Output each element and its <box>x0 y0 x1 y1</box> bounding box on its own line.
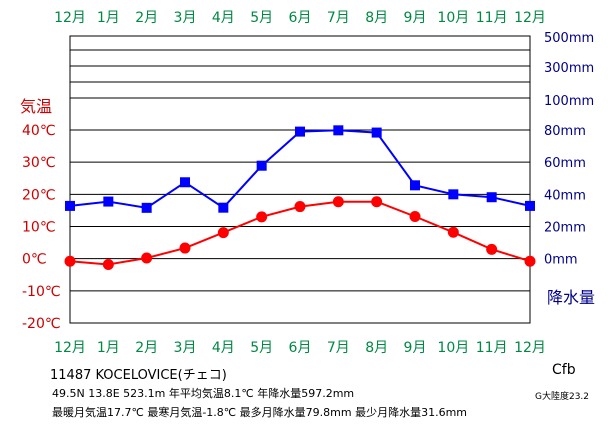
temperature-tick-label: 30℃ <box>22 155 56 171</box>
grid-lines <box>69 35 531 324</box>
bottom-month-label: 6月 <box>289 340 312 356</box>
temperature-point <box>447 226 459 238</box>
precipitation-axis-labels: 80mm 60mm 40mm 20mm 0mm 500mm 300mm 100mm <box>544 31 594 268</box>
precipitation-point <box>448 189 459 200</box>
top-month-label: 7月 <box>327 10 350 26</box>
top-month-label: 12月 <box>514 10 546 26</box>
temperature-axis-title: 気温 <box>20 97 52 116</box>
plot-frame <box>69 35 531 324</box>
climate-chart: 12月 1月 2月 3月 4月 5月 6月 7月 8月 9月 10月 11月 12月 12月 1月 2月 3月… <box>20 10 595 356</box>
top-month-label: 5月 <box>250 10 273 26</box>
precipitation-point <box>256 160 267 171</box>
precipitation-tick-label: 80mm <box>544 124 586 139</box>
temperature-point <box>102 258 114 270</box>
temperature-point <box>64 255 76 267</box>
bottom-month-label: 5月 <box>250 340 273 356</box>
temperature-point <box>141 252 153 264</box>
precipitation-line <box>69 129 531 210</box>
precipitation-point <box>180 177 190 188</box>
top-month-label: 9月 <box>404 10 427 26</box>
temperature-point <box>409 211 421 223</box>
precipitation-point <box>525 200 535 211</box>
precipitation-tick-label: 20mm <box>544 221 586 236</box>
precipitation-point <box>65 200 75 211</box>
top-month-label: 11月 <box>476 10 508 26</box>
top-month-label: 3月 <box>174 10 197 26</box>
temperature-point <box>179 242 191 254</box>
bottom-month-label: 8月 <box>365 340 388 356</box>
temperature-tick-label: 0℃ <box>22 252 47 268</box>
climate-class: Cfb <box>552 362 576 378</box>
precipitation-upper-tick-label: 300mm <box>544 61 594 76</box>
top-month-label: 1月 <box>97 10 120 26</box>
precipitation-point <box>141 202 152 213</box>
temperature-tick-label: -10℃ <box>22 284 61 300</box>
temperature-tick-label: 20℃ <box>22 187 56 203</box>
temperature-point <box>294 201 306 213</box>
temperature-tick-label: 10℃ <box>22 220 56 236</box>
precipitation-point <box>333 125 344 136</box>
temperature-point <box>371 196 383 208</box>
temperature-point <box>486 243 498 255</box>
bottom-month-label: 4月 <box>212 340 235 356</box>
precipitation-upper-tick-label: 500mm <box>544 31 594 46</box>
bottom-month-label: 12月 <box>514 340 546 356</box>
station-extremes: 最暖月気温17.7℃ 最寒月気温-1.8℃ 最多月降水量79.8mm 最少月降水… <box>52 406 467 419</box>
bottom-month-label: 12月 <box>54 340 86 356</box>
precipitation-point <box>486 192 497 203</box>
precipitation-point <box>295 126 305 137</box>
bottom-month-label: 3月 <box>174 340 197 356</box>
top-month-label: 2月 <box>135 10 158 26</box>
temperature-tick-label: -20℃ <box>22 316 61 332</box>
temperature-point <box>256 211 268 223</box>
temperature-point <box>524 255 536 267</box>
precipitation-upper-tick-label: 100mm <box>544 94 594 109</box>
top-month-labels: 12月 1月 2月 3月 4月 5月 6月 7月 8月 9月 10月 11月 12月 <box>54 10 546 26</box>
bottom-month-label: 11月 <box>476 340 508 356</box>
top-month-label: 4月 <box>212 10 235 26</box>
temperature-tick-label: 40℃ <box>22 123 56 139</box>
bottom-month-labels: 12月 1月 2月 3月 4月 5月 6月 7月 8月 9月 10月 11月 12月 <box>54 340 546 356</box>
bottom-month-label: 10月 <box>437 340 469 356</box>
bottom-month-label: 2月 <box>135 340 158 356</box>
top-month-label: 8月 <box>365 10 388 26</box>
temperature-point <box>332 196 344 208</box>
continentality-index: G大陸度23.2 <box>535 392 590 402</box>
precipitation-point <box>103 196 114 207</box>
precipitation-axis-title: 降水量 <box>547 288 595 307</box>
station-summary: 49.5N 13.8E 523.1m 年平均気温8.1℃ 年降水量597.2mm <box>52 387 355 400</box>
bottom-month-label: 7月 <box>327 340 350 356</box>
precipitation-tick-label: 40mm <box>544 188 586 203</box>
precipitation-point <box>410 180 420 191</box>
series-layer <box>64 125 536 270</box>
precipitation-tick-label: 0mm <box>544 253 578 268</box>
precipitation-tick-label: 60mm <box>544 156 586 171</box>
top-month-label: 10月 <box>437 10 469 26</box>
top-month-label: 12月 <box>54 10 86 26</box>
precipitation-point <box>218 202 229 213</box>
bottom-month-label: 9月 <box>404 340 427 356</box>
temperature-axis-labels: 40℃ 30℃ 20℃ 10℃ 0℃ -10℃ -20℃ <box>22 123 61 332</box>
top-month-label: 6月 <box>289 10 312 26</box>
temperature-point <box>217 227 229 239</box>
precipitation-point <box>371 127 382 138</box>
bottom-month-label: 1月 <box>97 340 120 356</box>
station-header: 11487 KOCELOVICE(チェコ) <box>50 368 227 383</box>
